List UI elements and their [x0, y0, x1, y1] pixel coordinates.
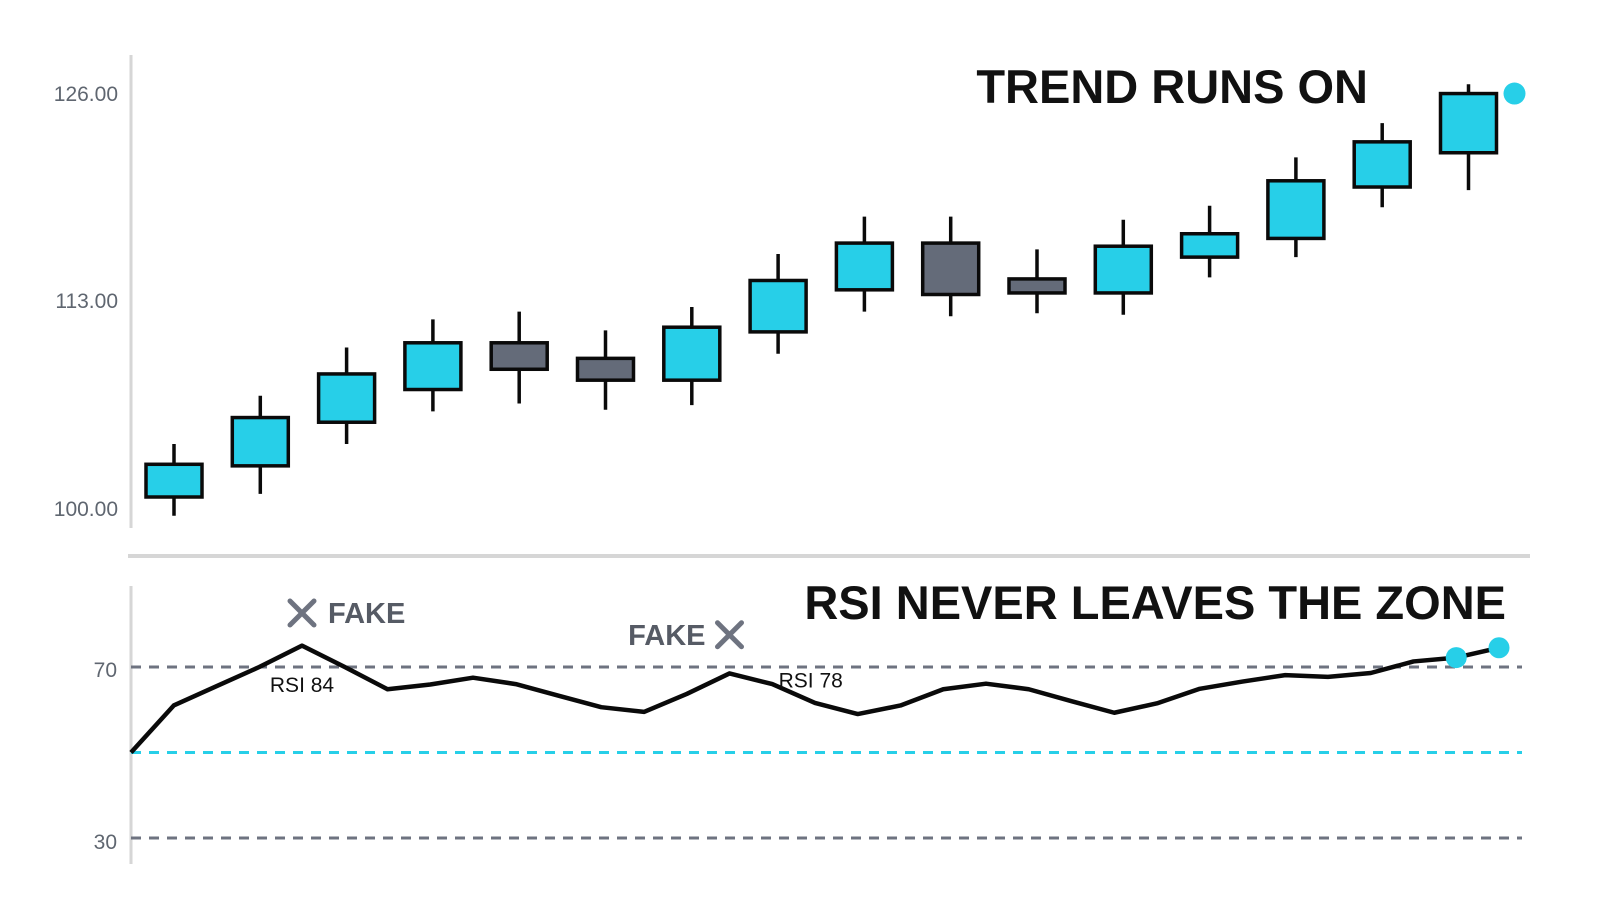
rsi-annotations: FAKE RSI 84 FAKE RSI 78 — [270, 598, 843, 697]
fake-label: FAKE — [328, 598, 405, 630]
candle-body — [1266, 179, 1326, 241]
candle — [1093, 219, 1154, 315]
candle-body — [748, 278, 808, 334]
candle-body — [316, 372, 377, 424]
candle — [230, 395, 291, 494]
candle-body — [834, 241, 895, 292]
rsi-value-label: RSI 84 — [270, 674, 335, 697]
candle — [834, 216, 895, 312]
candle — [144, 444, 204, 516]
candle-body — [1438, 91, 1499, 155]
candle — [1352, 123, 1412, 208]
candle — [1266, 157, 1326, 258]
candle — [489, 311, 549, 404]
candle-body — [1093, 244, 1154, 295]
rsi-panel-title: RSI NEVER LEAVES THE ZONE — [804, 576, 1506, 629]
candle-body — [1007, 277, 1067, 295]
candle — [920, 216, 981, 317]
price-tick-label-mid: 113.00 — [55, 290, 118, 313]
rsi-line-layer — [129, 637, 1510, 755]
candle-body — [662, 325, 722, 382]
candle — [1438, 84, 1499, 191]
candle — [1179, 205, 1240, 278]
price-tick-label-bottom: 100.00 — [54, 498, 118, 521]
price-tick-label-top: 126.00 — [54, 83, 118, 106]
candle-body — [144, 462, 204, 499]
price-last-marker — [1503, 82, 1526, 105]
candle-body — [575, 356, 636, 382]
candle — [316, 347, 377, 445]
candle-body — [920, 241, 981, 297]
candle — [575, 330, 636, 410]
candle — [403, 319, 463, 412]
rsi-value-label: RSI 78 — [779, 670, 843, 693]
x-icon — [287, 598, 317, 628]
fake-label: FAKE — [628, 620, 705, 652]
rsi-level-lines — [131, 665, 1522, 840]
candle — [748, 254, 808, 354]
candle-body — [230, 415, 291, 468]
candle-body — [489, 341, 549, 372]
candlesticks — [144, 82, 1526, 516]
candle-body — [1179, 232, 1240, 259]
rsi-tick-label-30: 30 — [94, 831, 117, 854]
price-panel-title: TREND RUNS ON — [976, 60, 1368, 113]
candle — [1007, 249, 1067, 314]
rsi-series-line — [129, 643, 1500, 755]
rsi-marker — [1445, 647, 1467, 669]
candle — [662, 306, 722, 406]
rsi-tick-label-70: 70 — [94, 659, 117, 682]
candle-body — [1352, 140, 1412, 189]
rsi-marker — [1488, 637, 1510, 659]
candle-body — [403, 341, 463, 392]
x-icon — [715, 620, 744, 650]
